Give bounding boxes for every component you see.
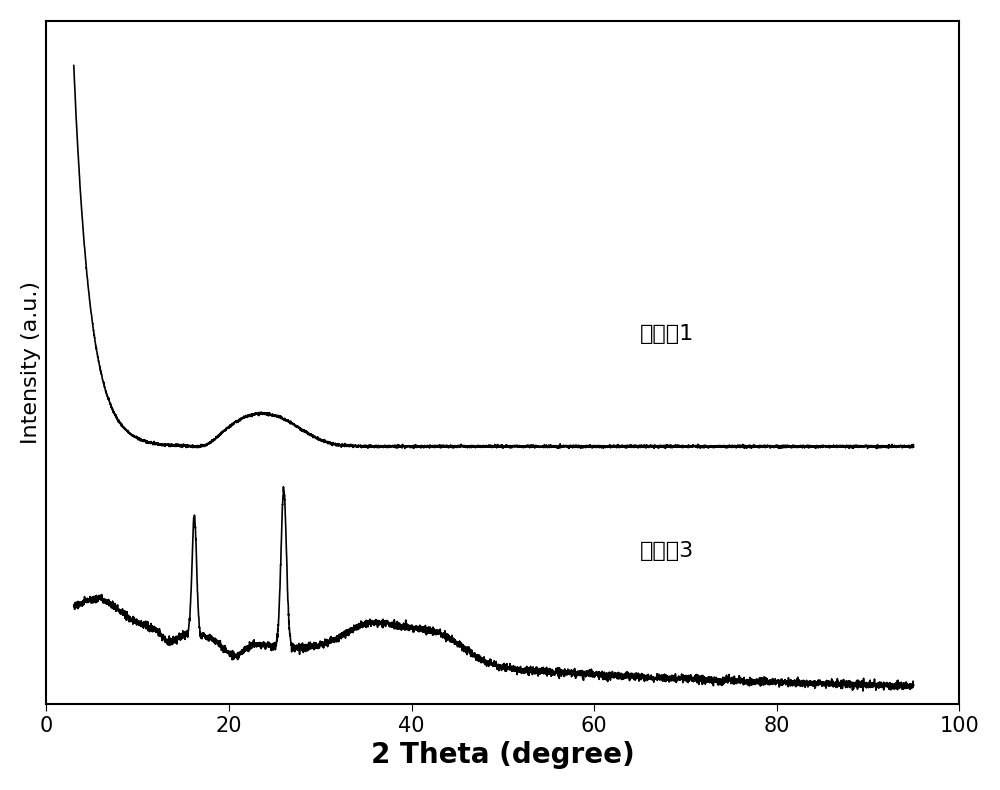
- Text: 实施例3: 实施例3: [640, 540, 694, 561]
- X-axis label: 2 Theta (degree): 2 Theta (degree): [371, 741, 635, 769]
- Text: 实施例1: 实施例1: [640, 324, 694, 344]
- Y-axis label: Intensity (a.u.): Intensity (a.u.): [21, 280, 41, 444]
